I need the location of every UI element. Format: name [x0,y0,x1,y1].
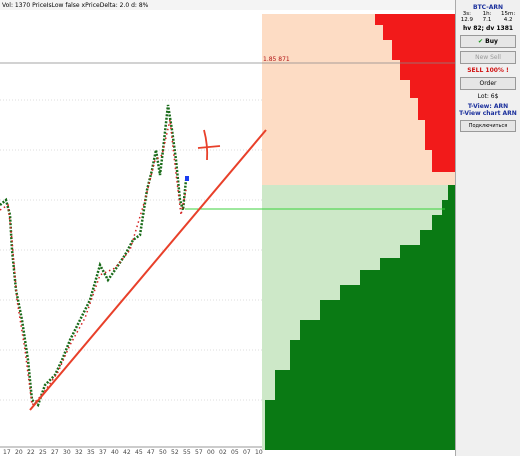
x-tick-label: 52 [171,449,179,456]
ask-depth [375,14,455,172]
x-tick-label: 07 [243,449,251,456]
x-tick-label: 20 [15,449,23,456]
stat-label: 1h: [482,11,492,17]
x-tick-label: 40 [111,449,119,456]
x-tick-label: 22 [27,449,35,456]
stat-value: 7.1 [482,17,492,23]
side-panel: BTC-ARN 3s: 12.9 1h: 7.1 15m: 4.2 hv 82; dv 1… [455,0,520,456]
bid-depth [265,185,455,450]
tview[interactable]: T-View: ARN [467,103,509,110]
new-sell-button[interactable]: New Sell [460,51,516,64]
x-axis-labels: 17 20 22 25 27 30 32 35 37 40 42 45 47 50 52 55 57 00 02 05… [3,449,263,456]
pair: BTC-ARN [473,4,503,11]
stat-value: 4.2 [503,17,513,23]
stat-value: 12.9 [460,17,474,23]
x-tick-label: 02 [219,449,227,456]
grid [0,99,262,401]
x-tick-label: 55 [183,449,191,456]
status-bg [0,0,455,10]
x-tick-label: 30 [63,449,71,456]
tview-chart[interactable]: T-View chart ARN [459,110,517,117]
x-tick-label: 50 [159,449,167,456]
stat: 1h: 7.1 [483,11,492,23]
trend-line [29,129,267,411]
buy-label: Buy [485,38,498,45]
x-tick-label: 45 [135,449,143,456]
sell-status: SELL 100% ! [467,67,509,74]
x-tick-label: 37 [99,449,107,456]
stat-label: 15m: [501,11,516,17]
x-tick-label: 32 [75,449,83,456]
x-tick-label: 05 [231,449,239,456]
x-tick-label: 25 [39,449,47,456]
stat: 15m: 4.2 [501,11,515,23]
connect-button[interactable]: Подключиться [460,120,516,132]
x-tick-label: 42 [123,449,131,456]
volume: hv 82; dv 1381 [462,25,514,32]
buy-button[interactable]: ✔ Buy [460,35,516,48]
x-tick-label: 57 [195,449,203,456]
price-label: 1.85 871 [263,56,290,63]
stats: 3s: 12.9 1h: 7.1 15m: 4.2 [456,11,520,23]
status-bar: Vol: 1370 PriceIsLow false xPriceDelta: … [2,2,149,9]
x-tick-label: 35 [87,449,95,456]
annotation-cross [197,129,221,161]
lot: Lot: 6$ [477,93,499,100]
x-tick-label: 17 [3,449,11,456]
x-tick-label: 47 [147,449,155,456]
x-tick-label: 00 [207,449,215,456]
x-tick-label: 27 [51,449,59,456]
stat: 3s: 12.9 [461,11,473,23]
chart: Vol: 1370 PriceIsLow false xPriceDelta: … [0,0,455,456]
stat-label: 3s: [462,11,472,17]
price-trace-red [0,119,187,407]
current-marker [185,176,189,181]
x-tick-label: 10 [255,449,263,456]
price-trace [0,104,188,408]
order-button[interactable]: Order [460,77,516,90]
